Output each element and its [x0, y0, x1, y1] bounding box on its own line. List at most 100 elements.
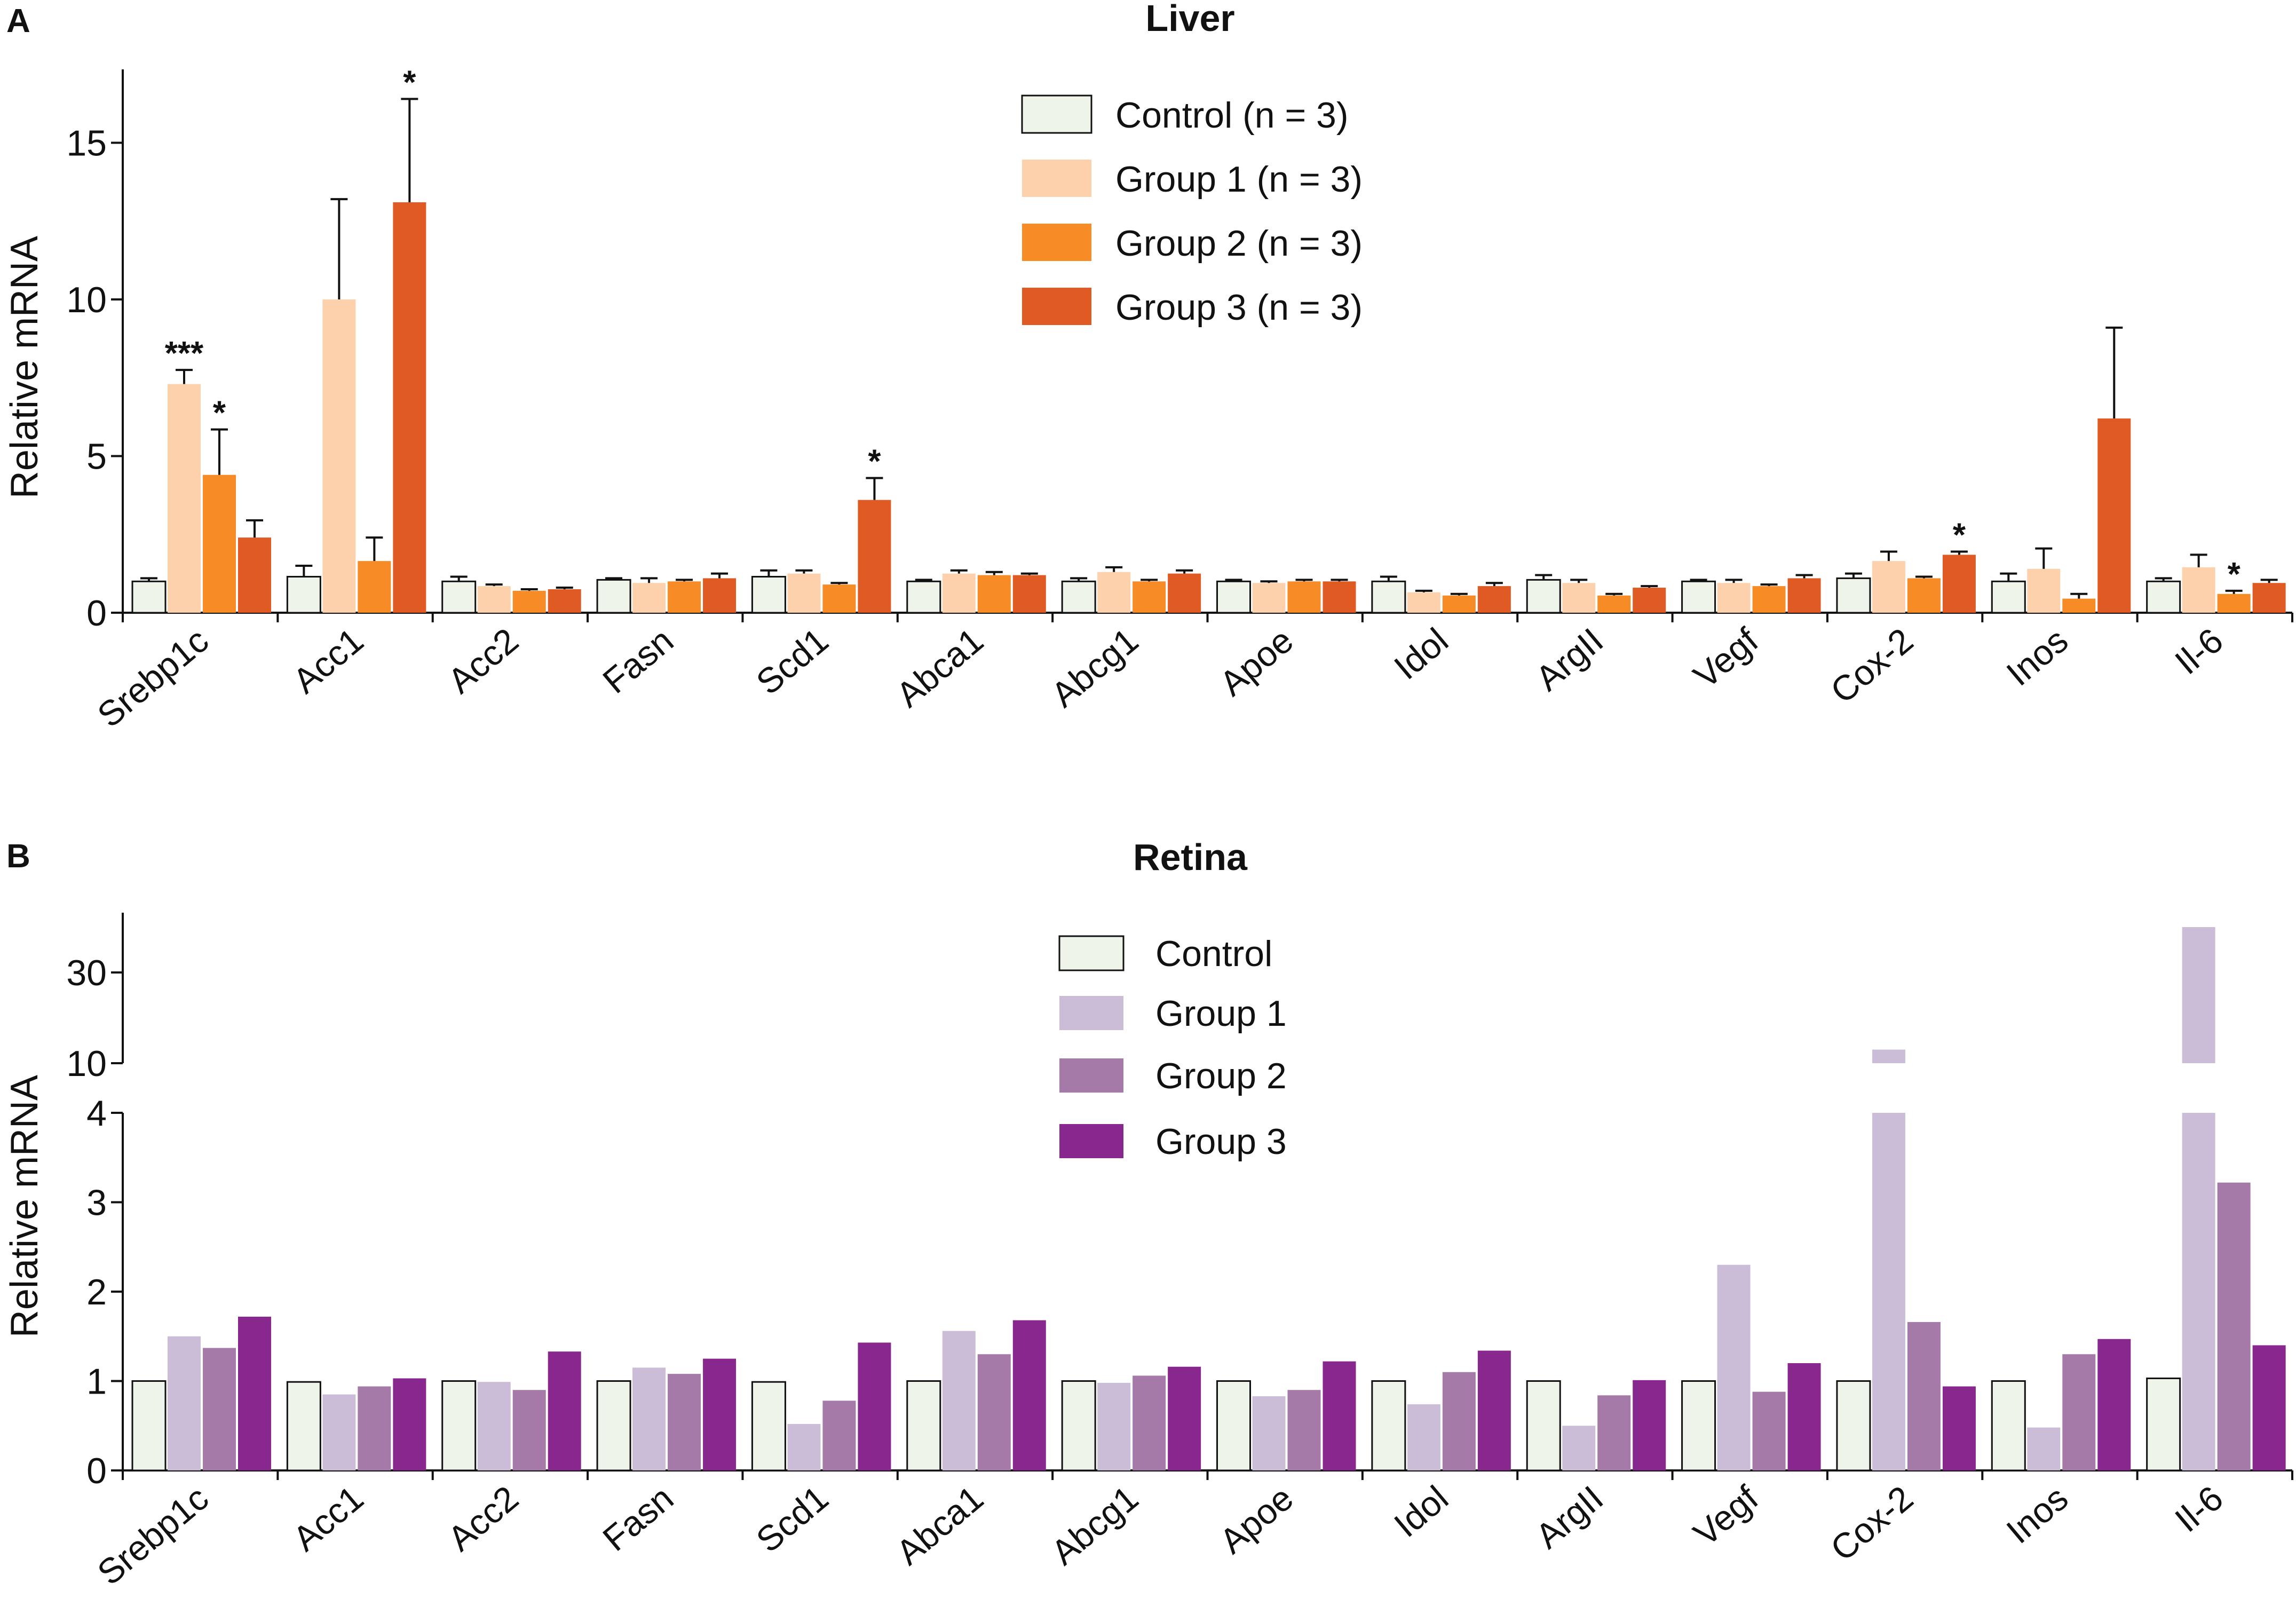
- legend-label-a-3: Group 2 (n = 3): [1115, 223, 1363, 264]
- bar-a-acc1-s3: [358, 561, 391, 613]
- bar-a-fasn-s2: [632, 583, 666, 613]
- bar-b-il-6-s3: [2217, 1182, 2251, 1470]
- y-tick-label-b: 4: [86, 1093, 107, 1134]
- significance-marker-a: *: [2228, 556, 2241, 593]
- bar-b-acc2-s4: [548, 1351, 581, 1470]
- bar-b-abcg1-s4: [1168, 1366, 1201, 1470]
- bar-b-cox-2-s2: [1872, 1113, 1905, 1470]
- bar-a-apoe-s2: [1252, 583, 1286, 613]
- bar-b-inos-s4: [2097, 1339, 2131, 1470]
- bar-a-acc1-s1: [286, 575, 321, 614]
- bar-a-vegf-s1: [1681, 580, 1716, 614]
- bar-b-abcg1-s2: [1097, 1382, 1131, 1470]
- bar-a-cox-2-s2: [1872, 561, 1905, 613]
- bar-b-vegf-s1: [1681, 1380, 1716, 1471]
- bar-b-fasn-s2: [632, 1367, 666, 1470]
- bar-b-scd1-s4: [858, 1342, 891, 1470]
- category-label-b: Scd1: [749, 1478, 836, 1560]
- bar-b-apoe-s1: [1216, 1380, 1251, 1471]
- legend-swatch-b-4: [1059, 1124, 1123, 1158]
- category-label-a: Acc2: [440, 620, 526, 701]
- bar-b-idol-s2: [1407, 1404, 1440, 1470]
- bar-b-apoe-s4: [1323, 1361, 1356, 1470]
- bar-a-il-6-s3: [2217, 594, 2251, 613]
- legend-label-b-2: Group 1: [1155, 993, 1287, 1034]
- bar-a-fasn-s4: [703, 578, 737, 613]
- legend-swatch-b-1: [1058, 935, 1125, 971]
- bar-a-il-6-s2: [2182, 567, 2215, 613]
- legend-label-b-1: Control: [1155, 933, 1272, 974]
- bar-b-argii-s1: [1526, 1380, 1561, 1471]
- bar-a-acc2-s3: [512, 590, 546, 613]
- bar-b-cox-2-s1: [1836, 1380, 1871, 1471]
- bar-a-abca1-s1: [906, 580, 941, 614]
- bar-a-idol-s3: [1442, 595, 1476, 613]
- bar-b-vegf-s4: [1787, 1363, 1821, 1470]
- bar-a-srebp1c-s3: [203, 474, 236, 613]
- bar-a-inos-s1: [1991, 580, 2026, 614]
- legend-swatch-a-4: [1022, 288, 1091, 325]
- bar-a-acc1-s2: [322, 299, 356, 613]
- category-label-b: Abcg1: [1043, 1478, 1145, 1572]
- category-label-b: ArgII: [1528, 1478, 1610, 1556]
- category-label-b: Fasn: [595, 1478, 680, 1558]
- bar-b-idol-s4: [1477, 1350, 1511, 1470]
- y-tick-label-b: 30: [66, 953, 107, 993]
- bar-a-inos-s3: [2062, 598, 2096, 613]
- bar-b-inos-s1: [1991, 1380, 2026, 1471]
- legend-label-b-3: Group 2: [1155, 1056, 1287, 1096]
- bar-b-upper-segment-cox-2: [1872, 1049, 1905, 1063]
- bar-b-acc2-s2: [477, 1382, 511, 1470]
- category-label-b: Cox-2: [1823, 1478, 1920, 1569]
- category-label-b: Abca1: [889, 1478, 991, 1572]
- panel-letter-b: B: [6, 838, 30, 875]
- legend-swatch-a-3: [1022, 224, 1091, 261]
- bar-b-abca1-s1: [906, 1380, 941, 1471]
- legend-a: Control (n = 3) Group 1 (n = 3) Group 2 (n…: [1021, 94, 1363, 328]
- bar-a-abcg1-s3: [1133, 581, 1166, 613]
- category-label-a: Abca1: [889, 620, 991, 715]
- bar-a-idol-s2: [1407, 592, 1440, 613]
- legend-label-b-4: Group 3: [1155, 1121, 1287, 1162]
- bar-b-cox-2-s3: [1907, 1322, 1941, 1470]
- significance-marker-a: *: [213, 395, 226, 432]
- significance-marker-a: *: [868, 444, 881, 480]
- bar-b-argii-s3: [1597, 1395, 1631, 1470]
- bar-a-srebp1c-s1: [131, 580, 167, 614]
- category-labels-b: Srebp1c Acc1 Acc2 Fasn Scd1 Abca1 Abcg1 Apoe Ido…: [90, 1478, 2230, 1593]
- bar-a-argii-s4: [1633, 588, 1666, 613]
- bar-b-fasn-s1: [596, 1380, 631, 1471]
- bar-a-vegf-s4: [1787, 578, 1821, 613]
- category-label-a: Scd1: [749, 620, 836, 702]
- bar-b-abca1-s3: [977, 1354, 1011, 1470]
- bar-a-scd1-s4: [858, 500, 891, 613]
- bar-b-scd1-s1: [751, 1381, 786, 1471]
- category-label-b: Idol: [1387, 1478, 1455, 1545]
- bar-a-abcg1-s1: [1061, 580, 1096, 614]
- significance-marker-a: *: [1953, 517, 1966, 554]
- bar-a-scd1-s3: [822, 584, 856, 613]
- bar-a-argii-s1: [1526, 579, 1561, 614]
- category-label-b: Srebp1c: [90, 1478, 216, 1593]
- bar-b-acc2-s1: [441, 1380, 477, 1471]
- bar-b-srebp1c-s2: [168, 1336, 201, 1470]
- panel-b-retina-chart: B Retina Relative mRNA 0 1 2 3 4 10 30 Srebp1c…: [3, 836, 2293, 1593]
- bar-b-argii-s2: [1562, 1426, 1596, 1470]
- bar-b-srebp1c-s3: [203, 1348, 236, 1470]
- bar-a-inos-s2: [2027, 568, 2061, 613]
- bars-a: ********: [131, 64, 2286, 614]
- bar-a-acc1-s4: [393, 202, 426, 613]
- significance-marker-a: *: [403, 64, 416, 101]
- bar-b-cox-2-s4: [1942, 1386, 1976, 1470]
- bar-b-acc1-s2: [322, 1394, 356, 1470]
- bar-b-il-6-s4: [2252, 1345, 2286, 1470]
- bar-a-abca1-s2: [942, 573, 976, 613]
- category-label-b: Inos: [1999, 1478, 2075, 1551]
- category-label-a: Idol: [1387, 620, 1455, 687]
- bar-a-cox-2-s3: [1907, 578, 1941, 613]
- bar-a-vegf-s2: [1717, 583, 1751, 613]
- category-label-a: Acc1: [286, 620, 371, 701]
- bar-a-acc2-s1: [441, 580, 477, 614]
